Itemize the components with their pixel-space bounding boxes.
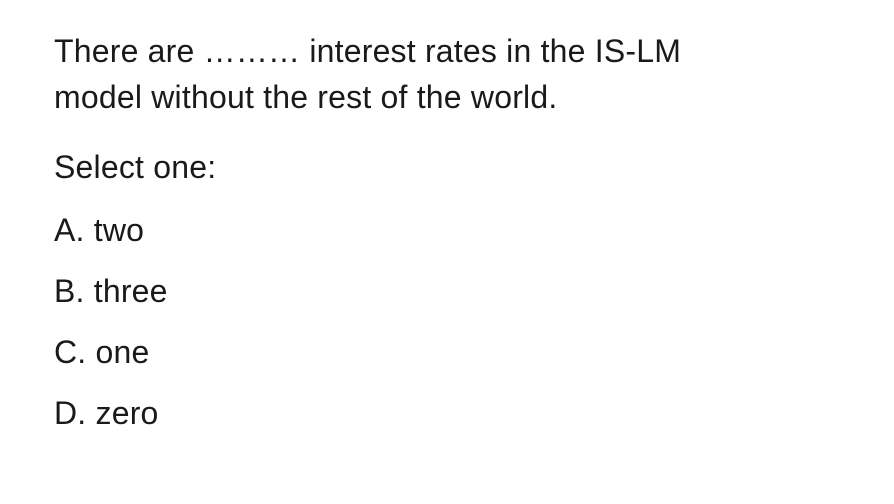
option-letter: D. [54,395,86,431]
option-a[interactable]: A. two [54,212,840,249]
option-c[interactable]: C. one [54,334,840,371]
stem-line-2: model without the rest of the world. [54,79,557,115]
option-d[interactable]: D. zero [54,395,840,432]
option-letter: A. [54,212,85,248]
select-one-prompt: Select one: [54,149,840,186]
option-letter: B. [54,273,85,309]
option-letter: C. [54,334,86,370]
option-text: one [96,334,150,370]
stem-line-1: There are ……… interest rates in the IS-L… [54,33,681,69]
option-b[interactable]: B. three [54,273,840,310]
question-block: There are ……… interest rates in the IS-L… [0,0,894,476]
option-text: zero [96,395,159,431]
option-text: two [94,212,144,248]
option-text: three [94,273,168,309]
question-stem: There are ……… interest rates in the IS-L… [54,28,840,121]
